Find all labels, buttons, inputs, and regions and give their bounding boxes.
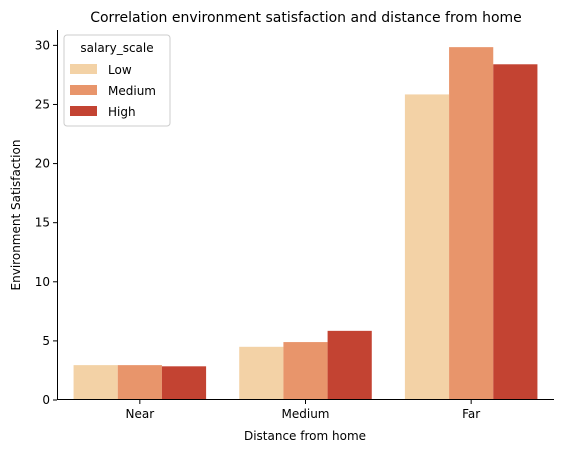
y-tick-label: 25 — [35, 97, 50, 111]
legend-swatch-high — [70, 106, 97, 116]
bar-high-medium — [328, 331, 372, 400]
x-tick-label: Near — [126, 407, 155, 421]
legend-label-high: High — [108, 105, 136, 119]
legend-swatch-medium — [70, 85, 97, 95]
legend-title: salary_scale — [80, 41, 153, 55]
x-ticks-group: Near Medium Far — [126, 400, 481, 421]
bar-medium-near — [118, 365, 162, 400]
bar-low-near — [74, 365, 118, 400]
bar-medium-far — [449, 47, 493, 400]
y-axis-label: Environment Satisfaction — [9, 140, 23, 291]
x-axis-label: Distance from home — [244, 429, 366, 443]
legend-swatch-low — [70, 64, 97, 74]
bar-low-far — [405, 94, 449, 400]
y-tick-label: 0 — [42, 393, 50, 407]
x-tick-label: Medium — [282, 407, 330, 421]
y-tick-label: 20 — [35, 157, 50, 171]
legend-label-medium: Medium — [108, 84, 156, 98]
y-ticks-group: 0 5 10 15 20 25 30 — [35, 38, 57, 407]
x-tick-label: Far — [462, 407, 480, 421]
bar-low-medium — [239, 347, 283, 400]
y-tick-label: 10 — [35, 275, 50, 289]
bar-high-far — [493, 64, 537, 400]
bar-high-near — [162, 366, 206, 400]
y-tick-label: 5 — [42, 334, 50, 348]
legend: salary_scale Low Medium High — [64, 35, 170, 126]
y-tick-label: 15 — [35, 216, 50, 230]
y-tick-label: 30 — [35, 38, 50, 52]
bar-medium-medium — [283, 342, 327, 400]
chart-title: Correlation environment satisfaction and… — [90, 10, 522, 26]
legend-label-low: Low — [108, 63, 132, 77]
